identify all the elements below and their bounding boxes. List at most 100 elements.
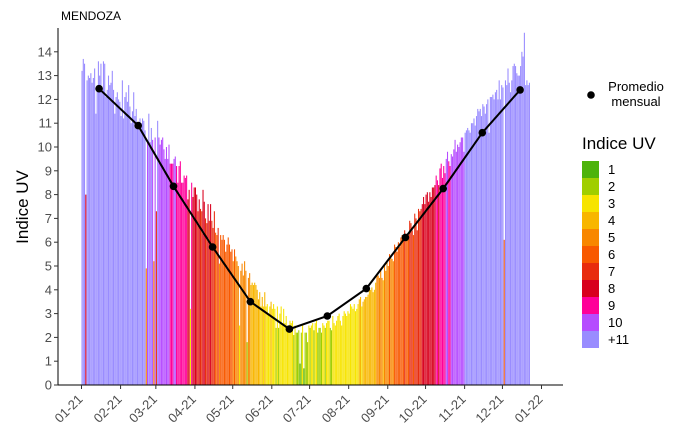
- daily-uv-bar: [392, 261, 394, 385]
- daily-uv-bar: [165, 147, 168, 385]
- daily-uv-bar: [280, 306, 282, 385]
- daily-uv-bar: [389, 254, 391, 385]
- daily-uv-bar: [372, 292, 374, 385]
- daily-uv-bar: [507, 68, 509, 386]
- daily-uv-bar: [406, 235, 408, 385]
- daily-uv-bar: [99, 75, 101, 385]
- daily-uv-bar: [512, 66, 514, 385]
- daily-uv-bar: [386, 261, 388, 385]
- daily-uv-bar: [255, 285, 257, 385]
- daily-uv-bar: [289, 320, 291, 385]
- daily-uv-bar: [329, 327, 331, 385]
- daily-uv-bar: [169, 163, 171, 385]
- daily-uv-bar: [264, 292, 266, 385]
- daily-uv-bar: [415, 218, 417, 385]
- daily-uv-bar: [213, 211, 215, 385]
- legend-item-label: 3: [608, 196, 615, 211]
- daily-uv-bar: [273, 304, 275, 385]
- daily-uv-bar: [414, 213, 416, 385]
- daily-uv-bar: [113, 89, 115, 385]
- daily-uv-bar: [92, 77, 94, 385]
- daily-uv-bar: [245, 270, 247, 385]
- daily-uv-bar: [424, 204, 426, 385]
- daily-uv-bar: [463, 151, 465, 385]
- daily-uv-bar: [294, 325, 296, 385]
- daily-uv-bar: [481, 116, 483, 385]
- daily-uv-bar: [121, 80, 123, 386]
- daily-uv-bar: [450, 154, 452, 385]
- daily-uv-bar: [90, 73, 92, 385]
- x-tick-label: 06-21: [242, 392, 276, 426]
- x-tick-label: 08-21: [319, 392, 353, 426]
- legend: Promedio mensual Indice UV 1 2 3 4 5 6 7 8 9 10 +11: [582, 79, 664, 348]
- daily-uv-bar: [115, 97, 117, 386]
- daily-uv-bar: [438, 185, 440, 385]
- daily-uv-bar: [331, 330, 333, 385]
- daily-uv-bar: [339, 320, 341, 385]
- daily-uv-bar: [160, 139, 162, 385]
- daily-uv-bar: [105, 97, 107, 386]
- daily-uv-bar: [168, 144, 170, 385]
- daily-uv-bar: [336, 320, 338, 385]
- daily-uv-bar: [341, 325, 343, 385]
- daily-uv-bar: [220, 235, 222, 385]
- daily-uv-bar: [268, 313, 270, 385]
- daily-uv-bar: [378, 277, 380, 385]
- legend-swatch: [582, 331, 599, 348]
- daily-uv-bar: [187, 199, 189, 385]
- daily-uv-bar: [319, 327, 321, 385]
- y-tick-label: 13: [38, 68, 52, 83]
- daily-uv-bar: [91, 82, 93, 386]
- legend-swatch: [582, 263, 599, 280]
- daily-uv-bar: [293, 335, 295, 385]
- daily-uv-bar: [323, 325, 325, 385]
- daily-uv-bar: [227, 237, 229, 385]
- daily-uv-bar: [266, 304, 268, 385]
- daily-uv-bar: [496, 89, 498, 385]
- daily-uv-bar: [429, 192, 431, 385]
- daily-uv-bar: [353, 304, 355, 385]
- daily-uv-bar: [308, 325, 310, 385]
- daily-uv-bar: [136, 123, 139, 385]
- daily-uv-bar: [259, 292, 261, 385]
- daily-uv-bar: [376, 275, 378, 385]
- x-tick-label: 11-21: [435, 392, 468, 425]
- daily-uv-bars: [81, 32, 530, 386]
- daily-uv-bar: [210, 204, 212, 385]
- daily-uv-bar: [144, 130, 146, 385]
- daily-uv-bar: [299, 363, 301, 385]
- daily-uv-bar: [291, 320, 294, 385]
- daily-uv-bar: [504, 80, 507, 386]
- daily-uv-bar: [226, 244, 228, 385]
- daily-uv-bar: [420, 208, 422, 385]
- daily-uv-bar: [241, 263, 243, 385]
- daily-uv-bar: [479, 108, 481, 386]
- daily-uv-bar: [506, 85, 508, 386]
- daily-uv-bar: [247, 277, 249, 385]
- daily-uv-bar: [170, 163, 173, 385]
- daily-uv-bar: [356, 308, 358, 385]
- monthly-average-point: [323, 312, 332, 320]
- y-axis-label: Indice UV: [13, 169, 32, 243]
- daily-uv-bar: [159, 144, 161, 385]
- daily-uv-bar: [164, 158, 166, 385]
- x-tick-label: 02-21: [91, 392, 125, 426]
- daily-uv-bar: [425, 194, 427, 385]
- legend-item-label: 1: [608, 162, 615, 177]
- daily-uv-bar: [383, 266, 386, 385]
- daily-uv-bar: [153, 261, 155, 385]
- daily-uv-bar: [309, 327, 311, 385]
- daily-uv-bar: [358, 299, 360, 385]
- legend-item-label: 5: [608, 230, 615, 245]
- daily-uv-bar: [333, 323, 335, 385]
- daily-uv-bar: [452, 156, 454, 385]
- y-tick-label: 12: [38, 92, 52, 107]
- daily-uv-bar: [327, 320, 329, 385]
- daily-uv-bar: [134, 116, 136, 385]
- daily-uv-bar: [494, 92, 496, 385]
- legend-item-label: 6: [608, 247, 615, 262]
- y-tick-label: 1: [45, 354, 52, 369]
- daily-uv-bar: [431, 187, 433, 385]
- daily-uv-bar: [189, 308, 191, 385]
- daily-uv-bar: [503, 239, 505, 385]
